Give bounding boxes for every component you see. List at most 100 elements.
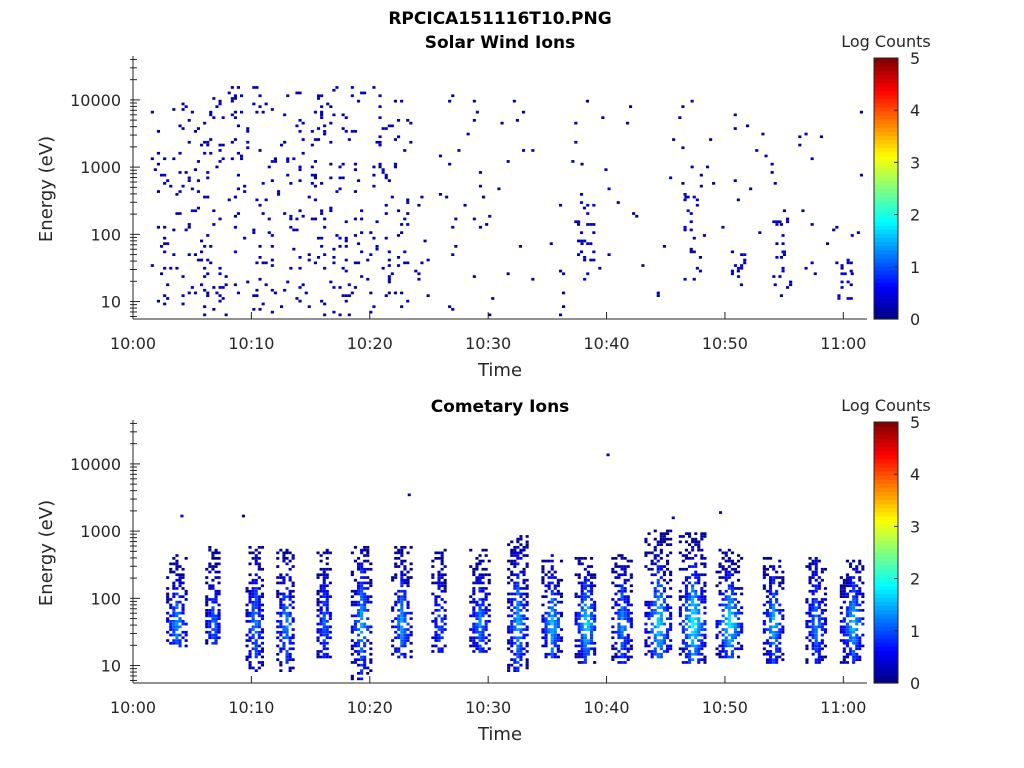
heatmap-cell [510,614,514,618]
heatmap-cell [357,567,361,571]
heatmap-cell [724,551,728,555]
colorbar-segment [874,519,898,525]
colorbar-segment [874,454,898,460]
heatmap-cell [264,102,268,106]
heatmap-cell [440,636,444,640]
heatmap-cell [218,99,222,103]
heatmap-cell [360,565,364,568]
heatmap-cell [319,584,323,588]
heatmap-cell [653,600,657,604]
heatmap-cell [583,661,587,664]
heatmap-cell [291,589,295,593]
heatmap-cell [583,641,587,645]
heatmap-cell [357,628,361,631]
heatmap-cell [397,636,401,640]
heatmap-cell [261,110,265,114]
heatmap-cell [577,622,581,626]
heatmap-cell [478,633,482,637]
heatmap-cell [451,94,455,98]
heatmap-cell [849,650,853,653]
heatmap-cell [397,598,401,601]
heatmap-cell [659,576,663,579]
heatmap-cell [544,644,548,648]
heatmap-cell [755,149,759,152]
heatmap-cell [357,658,361,661]
heatmap-cell [320,94,324,98]
heatmap-cell [394,557,398,560]
heatmap-cell [236,291,240,295]
colorbar-segment [874,589,898,594]
heatmap-cell [316,576,320,579]
heatmap-cell [325,595,329,598]
heatmap-cell [839,584,843,588]
heatmap-cell [478,589,482,593]
heatmap-cell [845,652,849,656]
heatmap-cell [363,606,367,609]
heatmap-cell [589,223,593,226]
heatmap-cell [577,559,581,563]
heatmap-cell [727,584,731,588]
heatmap-cell [653,587,657,590]
heatmap-cell [378,162,382,166]
heatmap-cell [397,256,401,259]
heatmap-cell [611,644,615,648]
heatmap-cell [550,581,554,585]
heatmap-cell [852,567,856,571]
heatmap-cell [360,275,364,278]
heatmap-cell [516,576,520,579]
heatmap-cell [251,636,255,640]
heatmap-cell [443,587,447,590]
heatmap-cell [623,565,627,568]
heatmap-cell [845,576,849,579]
heatmap-cell [858,620,862,623]
heatmap-cell [697,573,701,577]
y-tick-label: 10 [101,657,121,676]
heatmap-cell [329,206,333,210]
heatmap-cell [209,261,213,265]
heatmap-cell [211,554,215,557]
heatmap-cell [181,576,185,579]
heatmap-cell [267,165,271,169]
heatmap-cell [478,625,482,629]
heatmap-cell [522,149,526,152]
heatmap-cell [623,614,627,618]
heatmap-cell [574,644,578,648]
heatmap-cell [590,598,594,601]
heatmap-cell [697,540,701,544]
heatmap-cell [653,548,657,552]
heatmap-cell [659,639,663,642]
heatmap-cell [208,562,212,566]
heatmap-cell [156,225,160,229]
heatmap-cell [291,647,295,651]
heatmap-cell [556,625,560,629]
heatmap-cell [400,548,404,552]
heatmap-cell [251,578,255,582]
heatmap-cell [488,313,492,317]
heatmap-cell [811,562,815,566]
heatmap-cell [724,644,728,648]
heatmap-cell [814,600,818,604]
heatmap-cell [519,535,523,538]
heatmap-cell [697,628,701,631]
heatmap-cell [295,91,299,95]
heatmap-cell [553,655,557,659]
heatmap-cell [697,603,701,607]
heatmap-cell [556,578,560,582]
heatmap-cell [781,266,785,270]
heatmap-cell [650,609,654,612]
heatmap-cell [289,266,293,270]
heatmap-cell [363,576,367,579]
heatmap-cell [727,587,731,590]
heatmap-cell [775,600,779,604]
heatmap-cell [737,559,741,563]
heatmap-cell [556,636,560,640]
heatmap-cell [721,603,725,607]
heatmap-cell [193,291,197,295]
colorbar-segment [874,629,898,635]
heatmap-cell [400,562,404,566]
heatmap-cell [715,636,719,640]
heatmap-cell [694,570,698,574]
heatmap-cell [617,609,621,612]
heatmap-cell [656,584,660,588]
heatmap-cell [769,614,773,618]
